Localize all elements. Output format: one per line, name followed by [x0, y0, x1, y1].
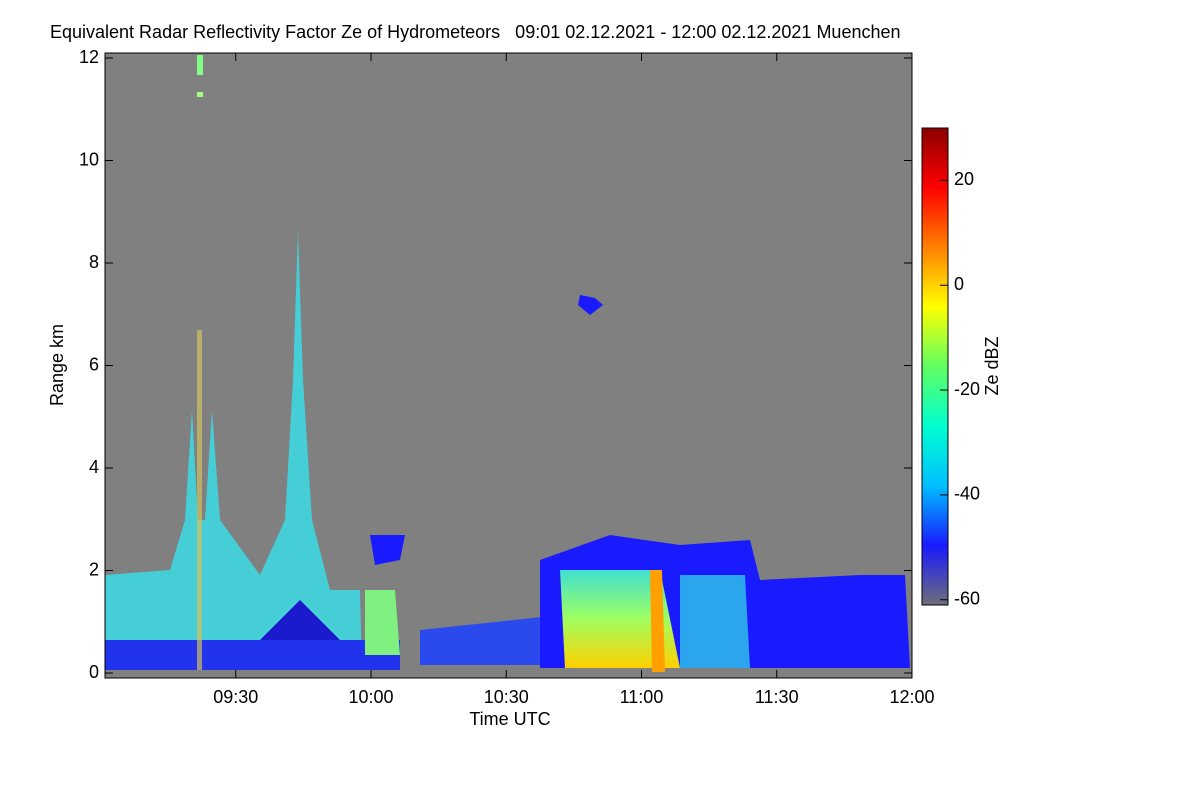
colorbar-tick-label: -60 [954, 589, 980, 609]
y-tick-label: 4 [89, 457, 99, 477]
y-tick-label: 6 [89, 354, 99, 374]
colorbar [921, 127, 949, 606]
colorbar-tick-label: -20 [954, 379, 980, 399]
x-tick-label: 11:30 [755, 687, 799, 707]
colorbar-tick-label: -40 [954, 484, 980, 504]
chart-title: Equivalent Radar Reflectivity Factor Ze … [50, 22, 901, 42]
x-tick-label: 12:00 [889, 687, 934, 707]
y-tick-label: 8 [89, 252, 99, 272]
y-axis-label: Range km [47, 324, 67, 406]
x-tick-label: 09:30 [213, 687, 258, 707]
radar-field [105, 53, 912, 678]
colorbar-tick-label: 20 [954, 169, 974, 189]
colorbar-tick-label: 0 [954, 274, 964, 294]
x-tick-label: 10:00 [348, 687, 393, 707]
x-tick-label: 10:30 [484, 687, 529, 707]
y-tick-label: 12 [79, 47, 99, 67]
x-tick-label: 11:00 [620, 687, 664, 707]
x-axis-label: Time UTC [469, 709, 550, 729]
y-tick-label: 0 [89, 662, 99, 682]
colorbar-label: Ze dBZ [982, 336, 1002, 395]
y-tick-label: 2 [89, 559, 99, 579]
y-tick-label: 10 [79, 149, 99, 169]
